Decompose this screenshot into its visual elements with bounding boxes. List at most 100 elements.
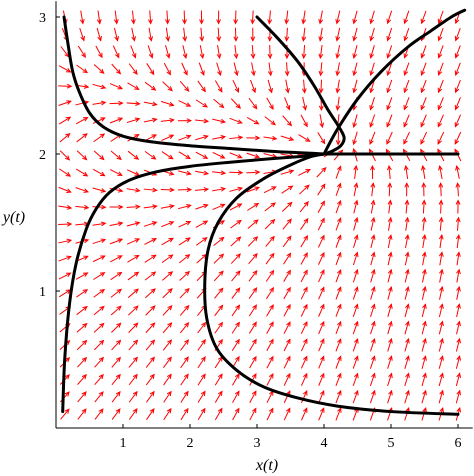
field-arrow (249, 355, 257, 369)
field-arrow (96, 27, 102, 42)
field-arrow (352, 286, 359, 300)
field-arrow (335, 389, 342, 404)
field-arrow (75, 272, 89, 280)
field-arrow (455, 182, 461, 197)
field-arrow (386, 45, 393, 59)
trajectory-curve (255, 15, 346, 156)
field-arrow (317, 200, 325, 213)
trajectory-curve (62, 15, 326, 156)
field-arrow (130, 10, 136, 25)
field-arrow (58, 205, 73, 210)
field-arrow (248, 97, 258, 110)
field-arrow (300, 234, 309, 248)
field-arrow (127, 82, 140, 90)
field-arrow (216, 62, 222, 77)
field-arrow (300, 372, 308, 386)
field-arrow (370, 234, 376, 248)
field-arrow (370, 303, 376, 318)
field-arrow (369, 355, 376, 369)
field-arrow (128, 373, 138, 386)
field-arrow (233, 45, 239, 60)
field-arrow (267, 45, 273, 60)
field-arrow (266, 304, 274, 317)
field-arrow (230, 236, 242, 247)
field-arrow (199, 27, 205, 42)
field-arrow (160, 117, 175, 123)
field-arrow (92, 238, 107, 245)
field-arrow (75, 116, 89, 125)
field-arrow (300, 338, 308, 352)
field-arrow (59, 150, 71, 161)
field-arrow (318, 286, 325, 300)
field-arrow (282, 235, 292, 248)
field-arrow (284, 10, 290, 25)
field-arrow (92, 187, 107, 193)
field-arrow (163, 62, 171, 76)
field-arrow (352, 251, 359, 266)
field-arrow (233, 27, 239, 42)
field-arrow (318, 79, 324, 94)
field-arrow (109, 204, 124, 210)
field-arrow (110, 255, 123, 263)
trajectory-curve (203, 152, 460, 416)
field-arrow (110, 305, 122, 316)
field-arrow (247, 219, 259, 229)
field-arrow (212, 118, 227, 124)
field-arrow (182, 27, 188, 42)
field-arrow (437, 114, 444, 128)
field-arrow (213, 236, 225, 247)
field-arrow (283, 269, 291, 282)
field-arrow (335, 286, 342, 300)
field-arrow (455, 389, 462, 404)
field-arrow (127, 271, 140, 281)
field-arrow (113, 27, 119, 42)
field-arrow (93, 133, 106, 143)
field-arrow (162, 271, 174, 281)
field-arrow (145, 305, 156, 316)
field-arrow (128, 408, 138, 420)
field-arrow (212, 203, 226, 211)
field-arrow (77, 408, 87, 420)
field-arrow (143, 187, 158, 193)
field-arrow (386, 164, 392, 179)
field-arrow (93, 272, 106, 280)
field-arrow (163, 390, 172, 403)
field-arrow (283, 321, 291, 334)
field-arrow (178, 220, 192, 228)
x-tick-label: 4 (321, 436, 328, 451)
field-arrow (79, 10, 85, 25)
field-arrow (265, 269, 275, 282)
field-arrow (318, 251, 325, 265)
field-arrow (179, 80, 190, 92)
field-arrow (404, 268, 410, 283)
field-arrow (212, 186, 227, 192)
field-arrow (301, 45, 307, 60)
field-arrow (387, 389, 393, 404)
field-arrow (144, 254, 157, 263)
field-arrow (76, 133, 88, 143)
field-arrow (162, 305, 173, 316)
field-arrow (178, 134, 192, 141)
field-arrow (454, 97, 461, 111)
field-arrow (248, 270, 258, 282)
x-axis-label: x(t) (255, 457, 278, 474)
field-arrow (283, 372, 291, 386)
field-arrow (180, 390, 189, 403)
field-arrow (455, 199, 461, 214)
field-arrow (94, 356, 105, 368)
field-arrow (283, 407, 291, 421)
field-arrow (318, 303, 325, 317)
field-arrow (229, 186, 244, 192)
field-arrow (177, 118, 193, 124)
field-arrow (76, 356, 88, 368)
field-arrow (438, 337, 444, 352)
field-arrow (352, 355, 359, 369)
field-arrow (178, 237, 191, 246)
field-arrow (180, 339, 190, 351)
field-arrow (335, 45, 341, 60)
field-arrow (438, 216, 444, 231)
field-arrow (285, 79, 290, 94)
field-arrow (456, 303, 461, 318)
field-arrow (214, 356, 223, 369)
field-arrow (216, 27, 222, 42)
